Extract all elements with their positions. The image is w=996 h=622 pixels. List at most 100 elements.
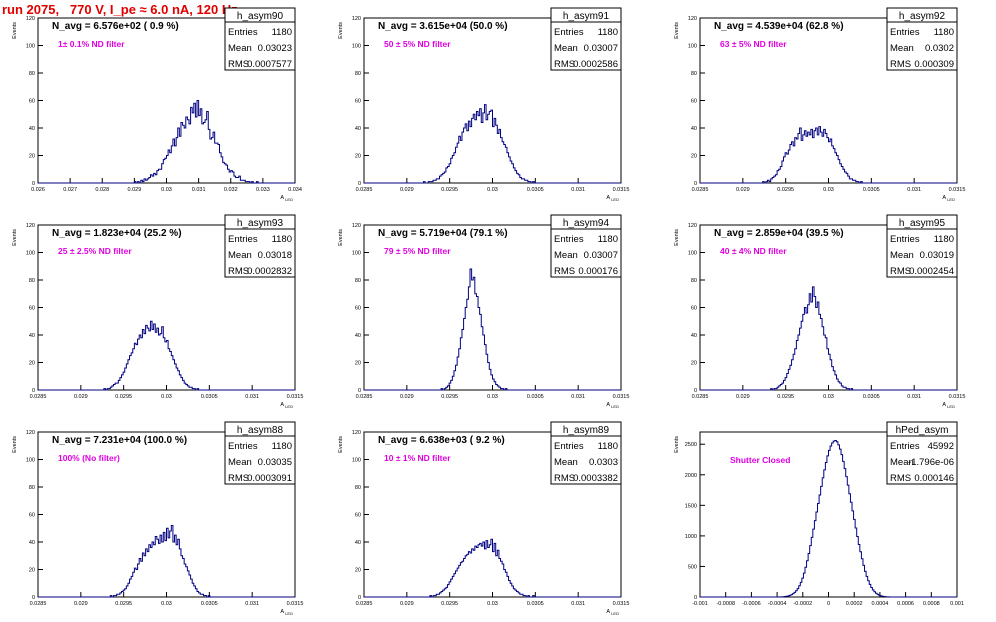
stats-label: Mean	[228, 457, 252, 468]
stats-value: 0.0002586	[573, 59, 618, 70]
y-tick-label: 40	[355, 333, 361, 339]
hist-name: hPed_asym	[896, 425, 949, 436]
x-tick-label: 0.026	[31, 187, 45, 193]
x-tick-label: 0.0285	[30, 394, 47, 400]
stats-value: 0.000176	[578, 266, 618, 277]
n-avg-label: N_avg = 7.231e+04 (100.0 %)	[52, 435, 187, 446]
histogram-line	[364, 538, 621, 598]
y-tick-label: 1000	[685, 534, 697, 540]
x-tick-label: 0.029	[74, 601, 88, 607]
y-tick-label: 0	[358, 181, 361, 187]
stats-value: 1180	[272, 27, 292, 38]
stats-label: RMS	[890, 59, 911, 70]
x-tick-label: 0.034	[288, 187, 302, 193]
histogram-panel: 0 20 40 60 80 100 120 0.0285 0.029 0.0295 0.03 0.03…	[338, 421, 629, 616]
n-avg-bg	[701, 226, 881, 239]
x-tick-label: 0.03	[823, 394, 834, 400]
stats-value: 1180	[272, 234, 292, 245]
n-avg-label: N_avg = 3.615e+04 (50.0 %)	[378, 21, 508, 32]
y-tick-label: 120	[26, 16, 35, 22]
x-axis-label: A LED	[606, 195, 619, 202]
y-tick-label: 80	[355, 278, 361, 284]
x-tick-label: 0.032	[224, 187, 238, 193]
y-tick-label: 0	[358, 595, 361, 601]
filter-label: 25 ± 2.5% ND filter	[58, 246, 132, 256]
y-tick-label: 20	[691, 361, 697, 367]
stats-label: Entries	[554, 234, 584, 245]
y-tick-label: 2500	[685, 442, 697, 448]
x-tick-label: 0.001	[950, 601, 964, 607]
y-axis-label: Events	[674, 436, 680, 453]
hist-name: h_asym90	[237, 11, 284, 22]
y-tick-label: 60	[355, 306, 361, 312]
stats-value: 0.03019	[920, 250, 954, 261]
y-tick-label: 120	[688, 223, 697, 229]
x-tick-label: 0.0285	[692, 187, 709, 193]
stats-label: Entries	[890, 27, 920, 38]
y-axis-label: Events	[674, 22, 680, 39]
x-tick-label: 0.033	[256, 187, 270, 193]
x-tick-label: 0.0295	[441, 187, 458, 193]
x-tick-label: 0.03	[161, 601, 172, 607]
histogram-line	[364, 268, 621, 391]
x-axis-label: A LED	[942, 195, 955, 202]
x-tick-label: 0.0295	[777, 394, 794, 400]
x-tick-label: 0.029	[400, 187, 414, 193]
y-tick-label: 20	[29, 568, 35, 574]
x-axis-label: A LED	[606, 402, 619, 409]
x-tick-label: -0.0004	[768, 601, 787, 607]
y-tick-label: 40	[691, 333, 697, 339]
x-tick-label: 0.0315	[613, 394, 630, 400]
y-tick-label: 500	[688, 564, 697, 570]
x-tick-label: 0.031	[571, 394, 585, 400]
stats-value: -1.796e-06	[908, 457, 954, 468]
y-tick-label: 100	[352, 251, 361, 257]
y-tick-label: 60	[355, 99, 361, 105]
histogram-panel: 0 20 40 60 80 100 120 0.0285 0.029 0.0295 0.03 0.03…	[338, 214, 630, 409]
x-tick-label: 0.0285	[692, 394, 709, 400]
y-tick-label: 80	[29, 71, 35, 77]
x-tick-label: 0.031	[907, 187, 921, 193]
x-tick-label: 0.029	[736, 394, 750, 400]
y-tick-label: 20	[29, 154, 35, 160]
y-tick-label: 40	[355, 540, 361, 546]
histogram-panel: 0 500 1000 1500 2000 2500 -0.001 -0.0008 -0.0006…	[674, 421, 964, 607]
stats-label: RMS	[228, 59, 249, 70]
filter-label: 100% (No filter)	[58, 453, 120, 463]
x-tick-label: 0.0008	[923, 601, 940, 607]
histogram-panel: 0 20 40 60 80 100 120 0.0285 0.029 0.0295 0.03 0.03…	[674, 214, 966, 409]
stats-value: 1180	[598, 234, 618, 245]
x-tick-label: 0.0295	[777, 187, 794, 193]
n-avg-bg	[701, 19, 881, 32]
x-tick-label: 0.0285	[356, 394, 373, 400]
x-axis-label: A LED	[606, 609, 619, 616]
stats-label: RMS	[228, 473, 249, 484]
x-tick-label: 0.031	[245, 394, 259, 400]
y-tick-label: 40	[29, 540, 35, 546]
stats-label: RMS	[554, 59, 575, 70]
y-tick-label: 120	[26, 430, 35, 436]
x-tick-label: 0.027	[63, 187, 77, 193]
x-tick-label: 0.0305	[527, 187, 544, 193]
filter-label: Shutter Closed	[730, 455, 790, 465]
x-tick-label: 0.0295	[115, 601, 132, 607]
stats-value: 0.0003091	[247, 473, 292, 484]
stats-label: Mean	[228, 43, 252, 54]
stats-value: 0.0303	[589, 457, 618, 468]
n-avg-bg	[39, 433, 219, 446]
y-tick-label: 20	[355, 568, 361, 574]
stats-value: 0.0002832	[247, 266, 292, 277]
stats-label: Mean	[228, 250, 252, 261]
histogram-line	[700, 126, 957, 184]
n-avg-label: N_avg = 6.576e+02 ( 0.9 %)	[52, 21, 179, 32]
y-tick-label: 0	[32, 181, 35, 187]
stats-box	[224, 21, 296, 71]
x-tick-label: 0.0315	[949, 394, 966, 400]
x-tick-label: 0.0305	[527, 394, 544, 400]
y-axis-label: Events	[338, 229, 344, 246]
x-axis-label: A LED	[280, 609, 293, 616]
x-tick-label: 0	[827, 601, 830, 607]
stats-value: 0.03035	[258, 457, 292, 468]
x-tick-label: 0.0315	[287, 601, 304, 607]
x-tick-label: 0.03	[487, 394, 498, 400]
